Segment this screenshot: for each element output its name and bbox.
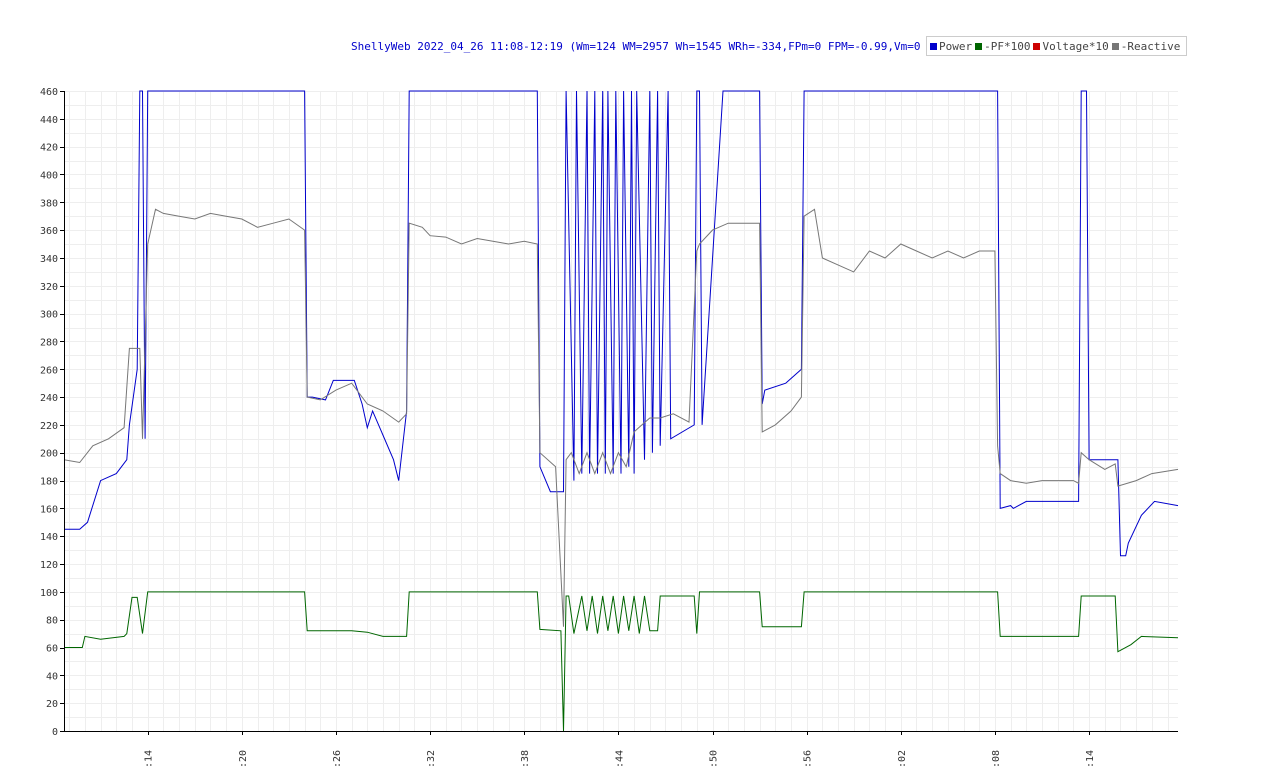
- y-tick-label: 220: [40, 421, 58, 432]
- x-tick-label: 11:50: [709, 750, 720, 768]
- y-tick-label: 420: [40, 143, 58, 154]
- x-tick-label: 11:20: [238, 750, 249, 768]
- y-tick-label: 280: [40, 337, 58, 348]
- y-tick-label: 60: [46, 644, 58, 655]
- y-tick-label: 360: [40, 226, 58, 237]
- series-line-pf-100: [64, 591, 1179, 732]
- legend-label-reactive: -Reactive: [1120, 39, 1181, 53]
- y-tick-label: 140: [40, 532, 58, 543]
- x-tick-label: 11:26: [332, 750, 343, 768]
- y-tick-label: 40: [46, 671, 58, 682]
- series-line-power: [64, 90, 1179, 557]
- y-tick-labels: 0 20 40 60 80 100 120 140 160 180 200 220 240 260 280 3…: [40, 87, 58, 738]
- series-lines: [63, 90, 1179, 732]
- legend-label-voltage: Voltage*10: [1042, 39, 1109, 53]
- legend-swatch-reactive: [1111, 42, 1119, 50]
- legend-swatch-pf: [975, 42, 983, 50]
- legend-swatch-power: [930, 42, 937, 50]
- legend-item-pf: -PF*100: [975, 40, 1030, 53]
- axes: [60, 91, 1178, 735]
- x-tick-label: 11:32: [426, 750, 437, 768]
- legend-item-voltage: Voltage*10: [1033, 39, 1109, 53]
- x-tick-label: 11:44: [614, 750, 625, 768]
- y-tick-label: 180: [40, 477, 58, 488]
- y-tick-label: 260: [40, 365, 58, 376]
- chart-legend: Power -PF*100 Voltage*10 -Reactive: [926, 36, 1188, 56]
- chart-title: ShellyWeb 2022_04_26 11:08-12:19 (Wm=124…: [351, 40, 987, 53]
- x-tick-label: 11:14: [144, 750, 155, 768]
- y-tick-label: 300: [40, 310, 58, 321]
- y-tick-label: 0: [52, 727, 58, 738]
- y-tick-label: 160: [40, 504, 58, 515]
- x-tick-label: 12:14: [1085, 750, 1096, 768]
- y-tick-label: 460: [40, 87, 58, 98]
- y-tick-label: 400: [40, 170, 58, 181]
- series-line-reactive: [63, 208, 1179, 627]
- x-tick-label: 12:02: [897, 750, 908, 768]
- y-tick-label: 440: [40, 115, 58, 126]
- legend-item-power: Power: [930, 40, 972, 53]
- legend-label-power: Power: [939, 39, 973, 53]
- y-tick-label: 200: [40, 449, 58, 460]
- legend-swatch-voltage: [1033, 42, 1041, 50]
- x-tick-label: 11:38: [520, 750, 531, 768]
- y-tick-label: 100: [40, 588, 58, 599]
- x-tick-labels: 11:14 11:20 11:26 11:32 11:38 11:44 11:50 11:56…: [144, 750, 1096, 768]
- y-tick-label: 380: [40, 198, 58, 209]
- y-tick-label: 240: [40, 393, 58, 404]
- y-tick-label: 340: [40, 254, 58, 265]
- y-tick-label: 80: [46, 616, 58, 627]
- legend-item-reactive: -Reactive: [1111, 39, 1181, 53]
- legend-label-pf: -PF*100: [984, 39, 1031, 53]
- x-tick-label: 12:08: [991, 750, 1002, 768]
- x-tick-label: 11:56: [803, 750, 814, 768]
- y-tick-label: 320: [40, 282, 58, 293]
- y-tick-label: 20: [46, 699, 58, 710]
- y-tick-label: 120: [40, 560, 58, 571]
